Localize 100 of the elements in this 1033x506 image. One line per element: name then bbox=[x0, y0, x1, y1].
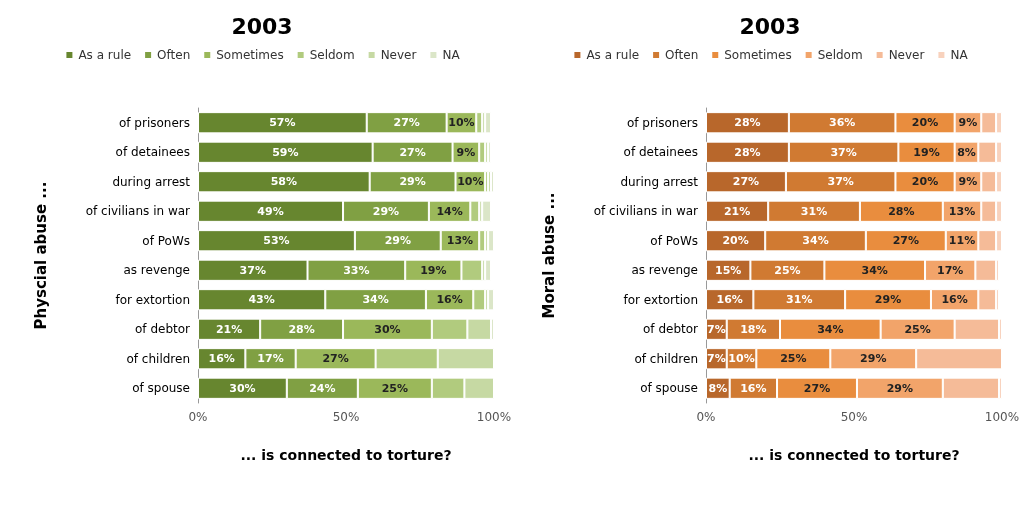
legend-label: As a rule bbox=[586, 48, 640, 62]
data-label: 27% bbox=[892, 234, 919, 248]
y-tick-label: of detainees bbox=[623, 145, 698, 160]
data-label: 31% bbox=[800, 204, 828, 218]
data-label: 16% bbox=[436, 293, 463, 307]
data-label: 9% bbox=[958, 175, 978, 189]
y-tick-label: of PoWs bbox=[650, 233, 698, 248]
data-label: 34% bbox=[861, 263, 888, 277]
y-axis-title: Physcial abuse ... bbox=[31, 181, 50, 330]
legend-label: NA bbox=[442, 48, 461, 62]
data-label: 25% bbox=[904, 322, 931, 336]
y-tick-label: for extortion bbox=[623, 292, 698, 307]
data-label: 20% bbox=[911, 116, 939, 130]
data-label: 8% bbox=[708, 381, 728, 395]
data-label: 31% bbox=[786, 293, 813, 307]
data-label: 30% bbox=[229, 381, 256, 395]
data-label: 9% bbox=[456, 145, 476, 159]
data-label: 29% bbox=[372, 204, 400, 218]
x-tick-label: 0% bbox=[696, 410, 716, 424]
data-label: 28% bbox=[888, 204, 915, 218]
y-tick-label: as revenge bbox=[631, 263, 698, 278]
x-tick-label: 50% bbox=[332, 410, 360, 424]
y-tick-label: as revenge bbox=[123, 263, 190, 278]
data-label: 34% bbox=[817, 322, 844, 336]
data-label: 14% bbox=[436, 204, 463, 218]
data-label: 17% bbox=[937, 263, 964, 277]
y-tick-label: of detainees bbox=[115, 145, 190, 160]
y-tick-label: of spouse bbox=[640, 381, 698, 396]
y-tick-label: during arrest bbox=[620, 174, 699, 189]
data-label: 18% bbox=[740, 322, 767, 336]
data-label: 16% bbox=[740, 381, 767, 395]
data-label: 7% bbox=[707, 322, 726, 336]
data-label: 27% bbox=[393, 116, 420, 130]
data-label: 34% bbox=[802, 234, 829, 248]
y-tick-label: of children bbox=[634, 351, 698, 366]
x-tick-label: 50% bbox=[840, 410, 868, 424]
chart-title: 2003 bbox=[739, 13, 801, 39]
x-tick-label: 100% bbox=[984, 410, 1020, 424]
legend-label: Often bbox=[665, 48, 699, 62]
data-label: 17% bbox=[257, 352, 284, 366]
data-label: 20% bbox=[722, 234, 749, 248]
legend-label: Sometimes bbox=[216, 48, 284, 62]
data-label: 36% bbox=[828, 116, 856, 130]
y-tick-label: of prisoners bbox=[626, 115, 698, 130]
data-label: 13% bbox=[948, 204, 976, 218]
data-label: 29% bbox=[384, 234, 411, 248]
data-label: 49% bbox=[257, 204, 284, 218]
legend-label: Seldom bbox=[817, 48, 863, 62]
data-label: 27% bbox=[322, 352, 349, 366]
data-label: 25% bbox=[381, 381, 409, 395]
data-label: 57% bbox=[269, 116, 296, 130]
bar bbox=[485, 259, 492, 281]
data-label: 43% bbox=[248, 293, 275, 307]
x-axis-title: ... is connected to torture? bbox=[748, 447, 960, 463]
data-label: 58% bbox=[270, 175, 298, 189]
legend-label: Seldom bbox=[309, 48, 355, 62]
data-label: 29% bbox=[886, 381, 914, 395]
data-label: 8% bbox=[957, 145, 976, 159]
legend-label: Sometimes bbox=[724, 48, 792, 62]
data-label: 27% bbox=[399, 145, 426, 159]
data-label: 19% bbox=[913, 145, 940, 159]
data-label: 16% bbox=[941, 293, 968, 307]
data-label: 27% bbox=[732, 175, 760, 189]
data-label: 29% bbox=[874, 293, 902, 307]
x-axis-title: ... is connected to torture? bbox=[240, 447, 452, 463]
data-label: 11% bbox=[948, 234, 976, 248]
data-label: 13% bbox=[446, 234, 474, 248]
data-label: 25% bbox=[774, 263, 801, 277]
data-label: 15% bbox=[715, 263, 742, 277]
y-tick-label: of prisoners bbox=[118, 115, 190, 130]
x-tick-label: 100% bbox=[476, 410, 512, 424]
data-label: 16% bbox=[208, 352, 235, 366]
data-label: 7% bbox=[707, 352, 726, 366]
y-tick-label: of PoWs bbox=[142, 233, 190, 248]
y-tick-label: during arrest bbox=[112, 174, 191, 189]
y-tick-label: of children bbox=[126, 351, 190, 366]
data-label: 37% bbox=[830, 145, 857, 159]
data-label: 28% bbox=[734, 116, 761, 130]
data-label: 33% bbox=[343, 263, 370, 277]
data-label: 19% bbox=[420, 263, 447, 277]
y-tick-label: of debtor bbox=[135, 322, 191, 337]
y-tick-label: of civilians in war bbox=[593, 204, 699, 219]
legend-label: Never bbox=[888, 48, 925, 62]
bar bbox=[482, 200, 492, 222]
legend-label: Often bbox=[157, 48, 191, 62]
y-axis-title: Moral abuse ... bbox=[539, 192, 558, 319]
x-tick-label: 0% bbox=[188, 410, 208, 424]
data-label: 16% bbox=[716, 293, 743, 307]
bar bbox=[485, 112, 492, 134]
data-label: 59% bbox=[272, 145, 299, 159]
data-label: 9% bbox=[958, 116, 978, 130]
data-label: 28% bbox=[288, 322, 315, 336]
data-label: 53% bbox=[263, 234, 290, 248]
data-label: 27% bbox=[803, 381, 831, 395]
data-label: 21% bbox=[723, 204, 751, 218]
data-label: 20% bbox=[911, 175, 939, 189]
bar bbox=[488, 230, 494, 252]
bar bbox=[488, 289, 494, 311]
data-label: 28% bbox=[734, 145, 761, 159]
data-label: 10% bbox=[728, 352, 755, 366]
